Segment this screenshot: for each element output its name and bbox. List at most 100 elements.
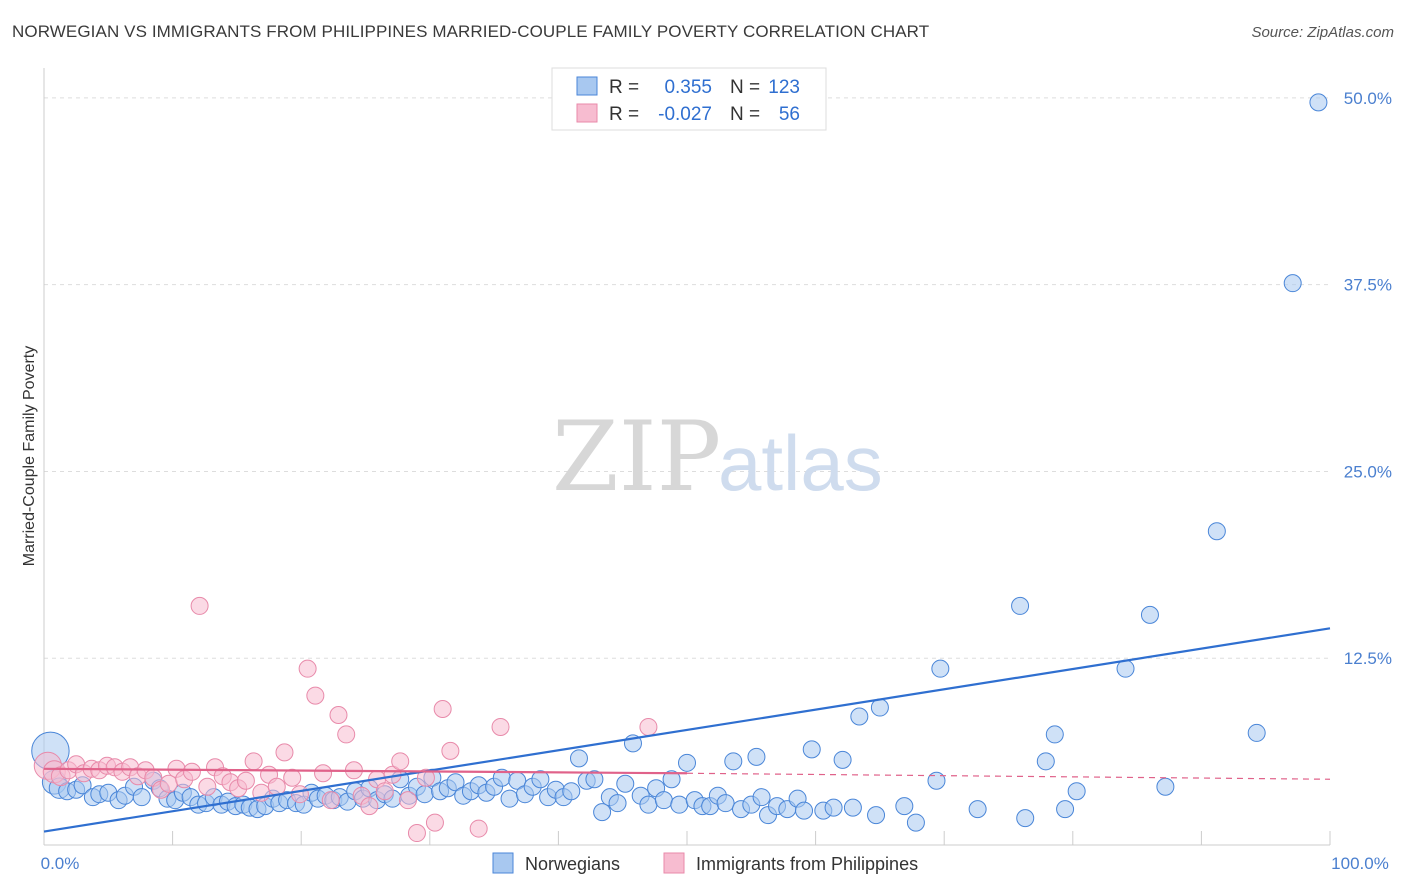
philippines-point-48 (407, 824, 426, 843)
y-tick-labels: 12.5% 25.0% 37.5% 50.0% (1344, 89, 1392, 668)
norwegians-point-53 (446, 773, 465, 792)
philippines-point-21 (198, 777, 217, 796)
norwegians-point-108 (927, 771, 946, 790)
philippines-trend-extension (686, 772, 1331, 780)
norwegians-point-107 (906, 813, 925, 832)
norwegians-point-111 (1011, 596, 1030, 615)
philippines-point-47 (398, 791, 417, 810)
norwegians-point-110 (968, 800, 987, 819)
norwegians-point-105 (870, 698, 889, 717)
norwegians-point-119 (1156, 777, 1175, 796)
norwegians-point-120 (1140, 605, 1159, 624)
philippines-point-20 (190, 596, 209, 615)
x-tick-label-max: 100.0% (1331, 854, 1389, 873)
y-tick-label-1: 25.0% (1344, 462, 1392, 481)
y-tick-label-2: 37.5% (1344, 276, 1392, 295)
philippines-point-55 (639, 717, 658, 736)
norwegians-point-80 (654, 791, 673, 810)
philippines-point-39 (337, 725, 356, 744)
bottom-legend-swatch-norwegians (492, 852, 514, 874)
norwegians-point-69 (569, 749, 588, 768)
philippines-point-54 (491, 717, 510, 736)
norwegians-point-83 (678, 753, 696, 772)
philippines-point-52 (441, 741, 460, 760)
legend-swatch-norwegians (576, 76, 598, 96)
norwegians-point-71 (585, 770, 604, 789)
philippines-point-53 (469, 819, 488, 838)
norwegians-point-106 (895, 797, 914, 816)
norwegians-point-113 (1036, 752, 1055, 771)
norwegians-point-72 (593, 803, 612, 822)
legend-r-label-1: R = (609, 104, 639, 125)
grid-lines (44, 97, 1330, 659)
legend-r-label-0: R = (609, 77, 639, 98)
legend-n-label-1: N = (730, 104, 760, 125)
norwegians-point-97 (795, 801, 814, 820)
norwegians-point-60 (500, 789, 519, 808)
legend-n-value-0: 123 (768, 77, 800, 98)
philippines-trend-line (43, 767, 688, 775)
chart-title: NORWEGIAN VS IMMIGRANTS FROM PHILIPPINES… (12, 22, 930, 41)
norwegians-point-88 (716, 794, 735, 813)
x-tick-label-min: 0.0% (41, 854, 80, 873)
data-points (31, 93, 1328, 843)
legend-n-value-1: 56 (779, 104, 800, 125)
philippines-point-30 (267, 777, 286, 796)
norwegians-trend-line (43, 627, 1331, 833)
norwegians-point-92 (752, 788, 771, 807)
norwegians-point-75 (616, 774, 635, 793)
trend-lines (43, 627, 1331, 833)
norwegians-point-112 (1016, 809, 1035, 828)
philippines-point-35 (306, 686, 325, 705)
philippines-point-44 (375, 782, 394, 801)
norwegians-point-64 (531, 770, 550, 789)
y-axis-label: Married-Couple Family Poverty (21, 346, 38, 567)
philippines-point-49 (416, 768, 435, 787)
watermark-zip: ZIP (552, 401, 721, 513)
watermark: ZIP atlas (552, 401, 883, 513)
norwegians-point-82 (670, 795, 689, 814)
philippines-point-32 (283, 768, 302, 787)
philippines-point-27 (244, 752, 263, 771)
philippines-point-16 (159, 774, 178, 793)
philippines-point-31 (275, 743, 294, 762)
philippines-point-38 (329, 706, 348, 725)
source-credit: Source: ZipAtlas.com (1251, 24, 1394, 41)
watermark-atlas: atlas (718, 419, 883, 507)
philippines-point-51 (433, 700, 452, 719)
bottom-legend-label-norwegians: Norwegians (525, 854, 620, 874)
legend-frame (551, 67, 827, 131)
norwegians-point-124 (747, 747, 766, 766)
legend-swatch-philippines (576, 103, 598, 123)
philippines-point-26 (236, 771, 255, 790)
norwegians-point-68 (562, 782, 581, 801)
norwegians-point-98 (802, 740, 821, 759)
norwegians-point-117 (1116, 659, 1135, 678)
legend-r-value-1: -0.027 (658, 104, 712, 125)
norwegians-point-74 (608, 794, 627, 813)
philippines-point-50 (425, 813, 444, 832)
legend-r-value-0: 0.355 (664, 77, 712, 98)
norwegians-point-103 (850, 707, 869, 726)
norwegians-point-101 (833, 750, 852, 769)
bottom-legend-swatch-philippines (663, 852, 685, 874)
philippines-point-19 (182, 762, 201, 781)
norwegians-point-123 (1309, 93, 1328, 112)
philippines-point-33 (290, 785, 309, 804)
bottom-legend-label-philippines: Immigrants from Philippines (696, 854, 918, 874)
norwegians-point-78 (639, 795, 658, 814)
norwegians-point-49 (415, 785, 434, 804)
norwegians-point-114 (1045, 725, 1064, 744)
norwegians-point-109 (931, 659, 950, 678)
philippines-point-37 (321, 791, 340, 810)
norwegians-point-122 (1283, 274, 1302, 293)
bottom-legend: Norwegians Immigrants from Philippines (492, 852, 918, 874)
norwegians-point-104 (867, 806, 886, 825)
philippines-point-46 (391, 752, 410, 771)
norwegians-point-100 (824, 798, 843, 817)
philippines-point-34 (298, 659, 317, 678)
norwegians-point-81 (662, 770, 681, 789)
norwegians-point-118 (1207, 522, 1226, 541)
legend-box: R = 0.355 N = 123 R = -0.027 N = 56 (551, 67, 827, 131)
